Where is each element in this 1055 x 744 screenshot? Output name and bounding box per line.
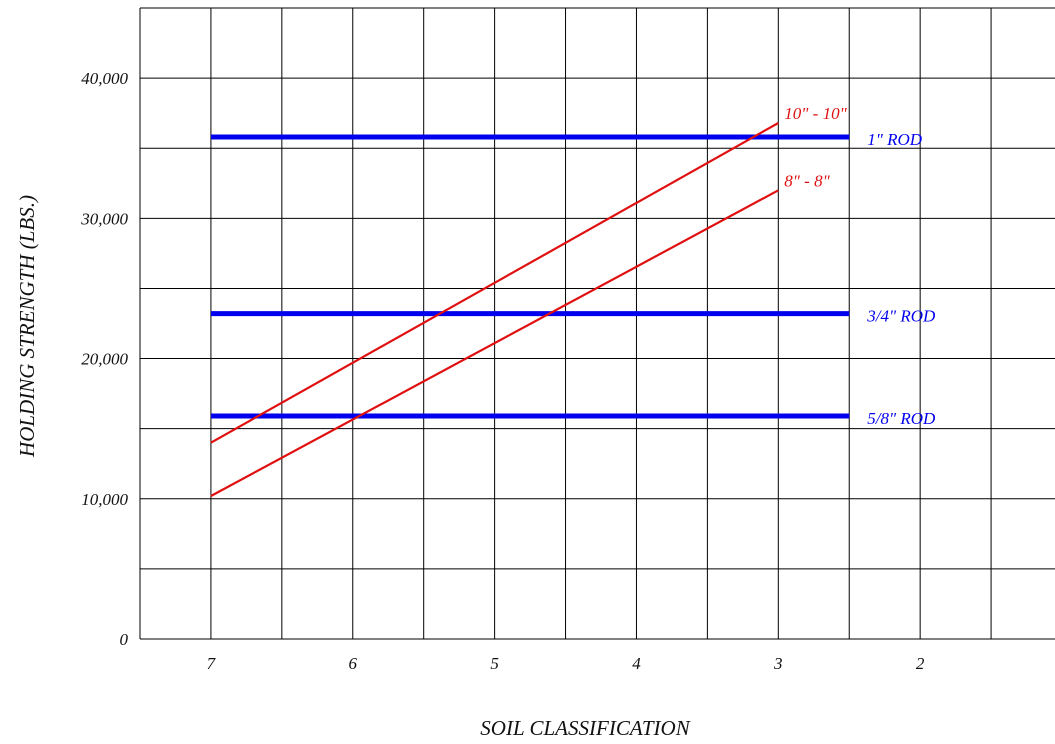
x-tick-label: 3 — [773, 654, 783, 673]
series-label: 1" ROD — [867, 130, 923, 149]
series-label: 5/8" ROD — [867, 409, 936, 428]
y-tick-label: 30,000 — [80, 209, 128, 228]
y-tick-label: 40,000 — [81, 69, 128, 88]
y-axis-title: HOLDING STRENGTH (LBS.) — [15, 195, 39, 458]
x-tick-label: 7 — [207, 654, 217, 673]
series-label: 8" - 8" — [784, 171, 830, 190]
x-axis-title: SOIL CLASSIFICATION — [480, 716, 690, 740]
series-line — [210, 122, 779, 444]
x-tick-label: 4 — [632, 654, 641, 673]
x-tick-label: 6 — [349, 654, 358, 673]
series-labels: 1" ROD 3/4" ROD 5/8" ROD 10" - 10" 8" - 8" — [784, 104, 936, 428]
x-tick-label: 2 — [916, 654, 925, 673]
series-label: 10" - 10" — [784, 104, 847, 123]
x-tick-labels: 7 6 5 4 3 2 — [207, 654, 925, 673]
x-tick-label: 5 — [490, 654, 499, 673]
y-tick-label: 10,000 — [81, 490, 128, 509]
series-layer — [210, 122, 850, 497]
chart-grid — [139, 7, 1055, 640]
series-label: 3/4" ROD — [866, 307, 936, 326]
series-line — [210, 189, 779, 497]
y-tick-labels: 0 10,000 20,000 30,000 40,000 — [80, 69, 128, 649]
y-tick-label: 20,000 — [81, 350, 128, 369]
y-tick-label: 0 — [120, 630, 129, 649]
